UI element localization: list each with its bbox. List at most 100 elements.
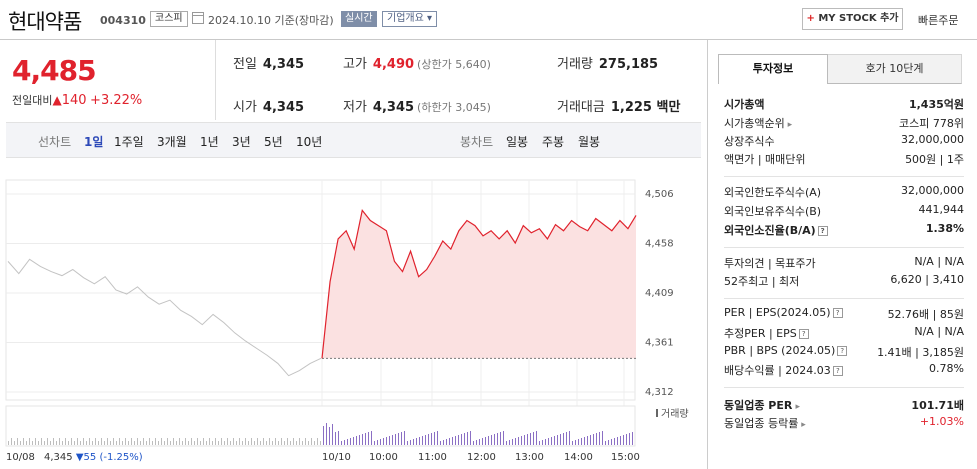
volume-bar <box>137 438 138 445</box>
volume-bar <box>329 427 330 445</box>
volume-bar <box>272 441 273 445</box>
base-date: 2024.10.10 기준(장마감) <box>208 14 334 27</box>
help-icon[interactable]: ? <box>832 366 843 376</box>
tab-order-book[interactable]: 호가 10단계 <box>828 54 962 84</box>
chevron-right-icon[interactable]: ▸ <box>792 402 801 412</box>
info-value: N/A | N/A <box>914 325 964 338</box>
x-tick-1500: 15:00 <box>611 452 640 463</box>
line-chart-label: 선차트 <box>38 135 72 149</box>
volume-bar <box>569 431 570 445</box>
volume-bar <box>410 440 411 445</box>
help-icon[interactable]: ? <box>832 308 843 318</box>
candle-daily[interactable]: 일봉 <box>506 135 529 149</box>
amount-label: 거래대금 <box>557 100 605 115</box>
volume-bar <box>356 436 357 445</box>
info-value: 52.76배 | 85원 <box>887 308 964 321</box>
volume-bar <box>62 441 63 445</box>
help-icon[interactable]: ? <box>798 329 809 339</box>
info-key-text: 시가총액 <box>724 98 765 111</box>
divider <box>215 40 216 120</box>
company-info-label: 기업개요 <box>387 13 424 24</box>
volume-bar <box>584 437 585 445</box>
price-change: 전일대비▲140 +3.22% <box>12 92 142 108</box>
volume-bar <box>245 438 246 445</box>
volume-bar <box>347 439 348 445</box>
quick-order-link[interactable]: 빠른주문 <box>918 14 959 27</box>
price-chart[interactable]: 4,506 4,458 4,409 4,361 4,312 거래량 <box>0 160 705 450</box>
period-10y[interactable]: 10년 <box>296 135 323 149</box>
period-3y[interactable]: 3년 <box>232 135 251 149</box>
upper-limit: (상한가 5,640) <box>417 58 491 71</box>
tab-investment-info[interactable]: 투자정보 <box>718 54 828 84</box>
volume-bar <box>296 441 297 445</box>
period-3m[interactable]: 3개월 <box>157 135 187 149</box>
day-low: 저가 4,345 (하한가 3,045) <box>343 96 491 115</box>
info-value: 0.78% <box>929 362 964 375</box>
volume-bar <box>371 431 372 445</box>
stock-header: 현대약품 004310 코스피 2024.10.10 기준(장마감) 실시간 기… <box>0 0 977 40</box>
period-1y[interactable]: 1년 <box>200 135 219 149</box>
volume-bar <box>341 441 342 445</box>
volume-bar <box>71 438 72 445</box>
candle-monthly[interactable]: 월봉 <box>578 135 601 149</box>
volume-bar <box>332 424 333 445</box>
info-key-text: 외국인보유주식수(B) <box>724 205 822 218</box>
volume-bar <box>551 437 552 445</box>
help-icon[interactable]: ? <box>837 346 848 356</box>
volume-bar <box>143 438 144 445</box>
chevron-right-icon[interactable]: ▸ <box>784 120 793 130</box>
volume-bar <box>278 441 279 445</box>
help-icon[interactable]: ? <box>817 226 828 236</box>
volume-bar <box>314 441 315 445</box>
volume-bar <box>239 438 240 445</box>
period-5y[interactable]: 5년 <box>264 135 283 149</box>
info-key-text: PER | EPS(2024.05) <box>724 306 831 319</box>
info-key: 외국인한도주식수(A) <box>724 184 821 200</box>
volume-bar <box>188 441 189 445</box>
info-value: 500원 | 1주 <box>905 153 964 166</box>
volume-bar <box>485 437 486 445</box>
period-1d[interactable]: 1일 <box>84 135 104 149</box>
volume-bar <box>179 438 180 445</box>
volume-bar <box>593 434 594 445</box>
volume-bar <box>545 439 546 445</box>
volume-bar <box>242 441 243 445</box>
volume-bar <box>98 441 99 445</box>
volume-bar <box>404 431 405 445</box>
volume-bar <box>482 438 483 445</box>
volume-bar <box>596 433 597 445</box>
volume-bar <box>506 441 507 445</box>
volume-bar <box>29 438 30 445</box>
chevron-right-icon[interactable]: ▸ <box>798 420 806 430</box>
add-mystock-button[interactable]: + MY STOCK 추가 <box>802 8 903 30</box>
info-key[interactable]: 시가총액순위 ▸ <box>724 115 792 131</box>
period-1w[interactable]: 1주일 <box>114 135 144 149</box>
info-row: 추정PER | EPS? N/A | N/A <box>724 325 968 343</box>
footer-change: 55 <box>83 452 97 463</box>
volume-bar <box>287 438 288 445</box>
info-row: 외국인보유주식수(B) 441,944 <box>724 203 968 221</box>
x-tick-1400: 14:00 <box>564 452 593 463</box>
info-key-text: PBR | BPS (2024.05) <box>724 344 836 357</box>
info-key[interactable]: 동일업종 PER ▸ <box>724 397 800 413</box>
volume-bar <box>572 441 573 445</box>
volume-bar <box>80 441 81 445</box>
volume-bar <box>86 441 87 445</box>
volume-bar <box>266 441 267 445</box>
volume-bar <box>59 438 60 445</box>
realtime-button[interactable]: 실시간 <box>341 11 377 27</box>
candle-weekly[interactable]: 주봉 <box>542 135 565 149</box>
volume-bar <box>629 433 630 445</box>
company-info-button[interactable]: 기업개요 ▾ <box>382 11 438 27</box>
info-key[interactable]: 동일업종 등락률 ▸ <box>724 415 806 431</box>
info-key: 외국인소진율(B/A)? <box>724 222 828 238</box>
volume-bar <box>614 438 615 445</box>
volume-bar <box>161 438 162 445</box>
volume-bar <box>632 432 633 445</box>
change-label: 전일대비 <box>12 94 53 107</box>
y-tick-label: 4,361 <box>645 338 674 349</box>
volume-bar <box>128 441 129 445</box>
info-key: 배당수익률 | 2024.03? <box>724 362 843 378</box>
info-key-text: 상장주식수 <box>724 135 775 148</box>
volume-bar <box>617 437 618 445</box>
